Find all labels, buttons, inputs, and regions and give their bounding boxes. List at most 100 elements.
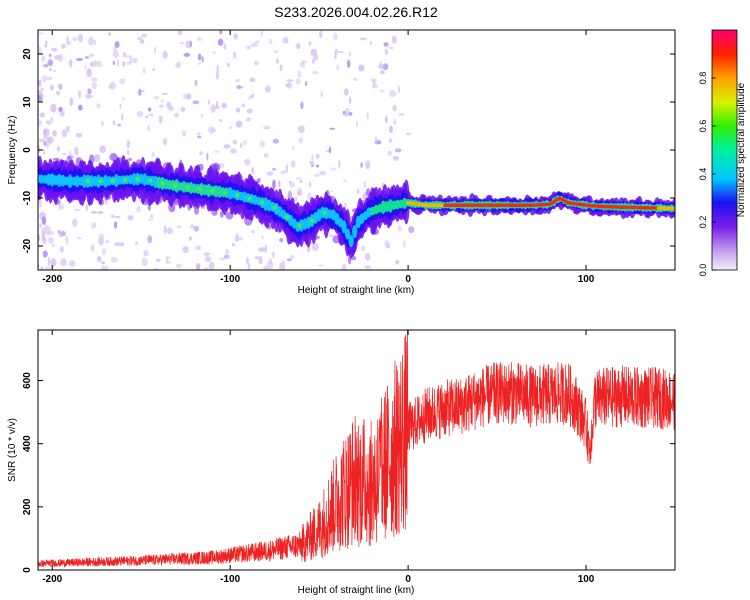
background-speckle bbox=[53, 69, 57, 72]
background-speckle bbox=[378, 63, 384, 70]
background-speckle bbox=[217, 38, 224, 46]
background-speckle bbox=[359, 37, 367, 41]
background-speckle bbox=[153, 46, 157, 54]
background-speckle bbox=[125, 55, 132, 58]
background-speckle bbox=[152, 68, 156, 71]
ridge-highlight bbox=[98, 179, 103, 184]
background-speckle bbox=[388, 138, 392, 144]
background-speckle bbox=[98, 233, 105, 241]
background-speckle bbox=[120, 242, 125, 247]
background-speckle bbox=[50, 258, 57, 267]
background-speckle bbox=[40, 87, 44, 92]
background-speckle bbox=[273, 50, 279, 53]
background-speckle bbox=[148, 113, 154, 116]
background-speckle bbox=[78, 33, 83, 43]
background-speckle bbox=[309, 160, 314, 165]
spectrogram-y-tick-label: 0 bbox=[22, 147, 33, 153]
background-speckle bbox=[114, 242, 122, 247]
background-speckle bbox=[101, 264, 105, 270]
background-speckle bbox=[93, 59, 97, 68]
background-speckle bbox=[43, 148, 46, 155]
background-speckle bbox=[91, 221, 95, 230]
background-speckle bbox=[186, 93, 192, 100]
background-speckle bbox=[101, 261, 105, 264]
background-speckle bbox=[336, 50, 344, 54]
ridge-highlight bbox=[247, 196, 252, 201]
background-speckle bbox=[114, 215, 121, 219]
background-speckle bbox=[136, 206, 141, 213]
background-speckle bbox=[341, 263, 347, 270]
background-speckle bbox=[38, 119, 43, 127]
background-speckle bbox=[45, 40, 48, 48]
spectrogram-x-tick-label: -200 bbox=[42, 274, 62, 285]
background-speckle bbox=[268, 38, 273, 44]
background-speckle bbox=[397, 226, 402, 232]
background-speckle bbox=[318, 264, 324, 267]
background-speckle bbox=[223, 254, 230, 259]
scatter-blob bbox=[52, 157, 60, 161]
background-speckle bbox=[244, 158, 251, 166]
background-speckle bbox=[310, 48, 318, 57]
background-speckle bbox=[315, 153, 320, 160]
background-speckle bbox=[158, 117, 163, 124]
background-speckle bbox=[42, 237, 47, 245]
background-speckle bbox=[74, 208, 81, 212]
background-speckle bbox=[87, 88, 92, 95]
background-speckle bbox=[297, 70, 302, 78]
background-speckle bbox=[320, 90, 323, 98]
ridge-highlight bbox=[147, 178, 153, 183]
background-speckle bbox=[278, 180, 281, 188]
background-speckle bbox=[197, 53, 202, 61]
background-speckle bbox=[131, 57, 139, 64]
background-speckle bbox=[113, 46, 117, 53]
ridge-highlight bbox=[272, 205, 277, 210]
background-speckle bbox=[261, 235, 264, 240]
background-speckle bbox=[147, 218, 154, 221]
background-speckle bbox=[69, 59, 73, 68]
background-speckle bbox=[54, 55, 61, 60]
background-speckle bbox=[219, 30, 223, 35]
background-speckle bbox=[248, 95, 252, 100]
background-speckle bbox=[47, 59, 54, 67]
background-speckle bbox=[103, 265, 109, 270]
background-speckle bbox=[122, 51, 127, 58]
background-speckle bbox=[126, 149, 130, 155]
background-speckle bbox=[254, 256, 260, 260]
background-speckle bbox=[299, 179, 303, 183]
ridge-highlight bbox=[135, 176, 140, 182]
colorbar: 0.0 0.2 0.4 0.6 0.8 Normalized spectral ampl… bbox=[698, 29, 747, 276]
background-speckle bbox=[107, 32, 112, 36]
background-speckle bbox=[72, 218, 78, 228]
background-speckle bbox=[257, 247, 265, 252]
background-speckle bbox=[38, 32, 44, 35]
background-speckle bbox=[316, 164, 319, 168]
background-speckle bbox=[91, 81, 97, 90]
background-speckle bbox=[299, 61, 306, 68]
ridge-inner bbox=[67, 174, 73, 189]
background-speckle bbox=[196, 37, 203, 42]
background-speckle bbox=[109, 81, 117, 90]
background-speckle bbox=[285, 163, 288, 173]
spectrogram-x-label: Height of straight line (km) bbox=[298, 285, 415, 296]
background-speckle bbox=[77, 104, 83, 111]
background-speckle bbox=[241, 103, 246, 108]
background-speckle bbox=[212, 51, 216, 54]
background-speckle bbox=[180, 107, 186, 112]
background-speckle bbox=[152, 267, 159, 270]
background-speckle bbox=[290, 255, 295, 259]
background-speckle bbox=[369, 40, 373, 45]
background-speckle bbox=[282, 37, 289, 44]
background-speckle bbox=[330, 190, 333, 193]
background-speckle bbox=[51, 244, 55, 247]
background-speckle bbox=[175, 62, 181, 68]
background-speckle bbox=[122, 97, 125, 101]
background-speckle bbox=[59, 234, 62, 238]
background-speckle bbox=[65, 236, 69, 245]
snr-frame bbox=[37, 329, 676, 571]
background-speckle bbox=[239, 142, 243, 148]
background-speckle bbox=[66, 36, 69, 43]
background-speckle bbox=[279, 237, 284, 243]
spectrogram-x-tick-label: 0 bbox=[405, 274, 411, 285]
background-speckle bbox=[39, 223, 42, 229]
background-speckle bbox=[196, 262, 201, 270]
